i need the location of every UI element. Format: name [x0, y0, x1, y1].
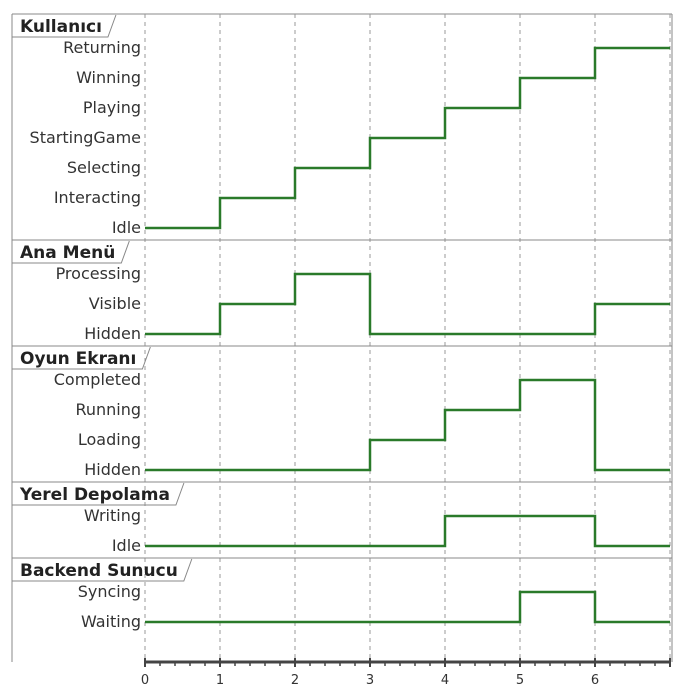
lane-title-tab [12, 240, 130, 264]
signal-line [145, 590, 670, 624]
state-label: StartingGame [30, 128, 141, 147]
state-label: Syncing [78, 582, 141, 601]
state-label: Hidden [84, 460, 141, 479]
state-label: Processing [56, 264, 141, 283]
state-label: Hidden [84, 324, 141, 343]
axis-tick-label: 0 [141, 673, 149, 688]
state-label: Completed [54, 370, 141, 389]
lane-title: Yerel Depolama [19, 485, 170, 505]
state-label: Selecting [67, 158, 141, 177]
axis-tick-label: 3 [366, 673, 374, 688]
signal-line [145, 272, 670, 336]
lane-title: Ana Menü [20, 243, 115, 263]
signal-line [145, 46, 670, 230]
state-label: Interacting [54, 188, 141, 207]
lane-title-tab [12, 558, 193, 582]
time-axis: 0 1 2 3 4 5 6 [141, 658, 671, 688]
state-label: Idle [112, 536, 141, 555]
state-label: Writing [84, 506, 141, 525]
axis-tick-label: 1 [216, 673, 224, 688]
state-label: Running [75, 400, 141, 419]
state-label: Winning [76, 68, 141, 87]
state-label: Playing [83, 98, 141, 117]
state-label: Returning [63, 38, 141, 57]
lane-title-tab [12, 482, 185, 506]
lane-title-tab [12, 14, 117, 38]
lane-title: Kullanıcı [20, 17, 102, 37]
axis-tick-label: 2 [291, 673, 299, 688]
time-gridlines [144, 14, 671, 662]
axis-tick-label: 6 [591, 673, 599, 688]
lane-title: Oyun Ekranı [20, 349, 136, 369]
lane-title: Backend Sunucu [20, 561, 178, 581]
signal-line [145, 378, 670, 472]
state-label: Waiting [81, 612, 141, 631]
axis-tick-label: 4 [441, 673, 449, 688]
lane-title-tab [12, 346, 151, 370]
state-label: Loading [78, 430, 141, 449]
diagram-frame [11, 13, 673, 662]
state-label: Idle [112, 218, 141, 237]
state-label: Visible [89, 294, 141, 313]
signal-line [145, 514, 670, 548]
axis-tick-label: 5 [516, 673, 524, 688]
